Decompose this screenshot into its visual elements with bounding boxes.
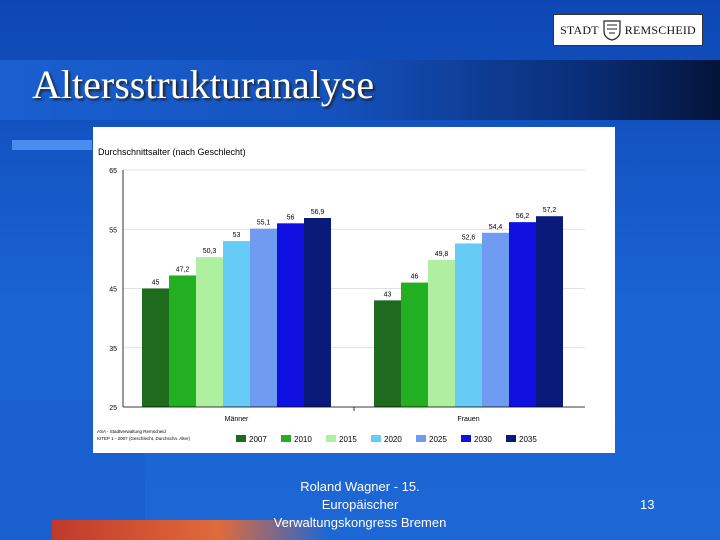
chart-panel: Durchschnittsalter (nach Geschlecht) 25 3… <box>93 127 615 453</box>
bar-value-label: 54,4 <box>489 224 503 231</box>
bar-value-label: 53 <box>233 232 241 239</box>
accent-bar-bottom <box>52 520 330 540</box>
legend-swatch <box>281 435 291 442</box>
bar <box>401 282 428 407</box>
page-number: 13 <box>640 497 655 512</box>
bar <box>304 217 331 407</box>
bar-value-label: 52,6 <box>462 234 476 241</box>
y-tick-label: 45 <box>109 287 117 294</box>
footer-line: Roland Wagner - 15. <box>300 479 420 494</box>
chart-title: Durchschnittsalter (nach Geschlecht) <box>98 147 246 157</box>
legend-swatch <box>506 435 516 442</box>
bar <box>509 222 536 407</box>
y-tick-label: 35 <box>109 346 117 353</box>
y-tick-label: 55 <box>109 227 117 234</box>
bar-value-label: 47,2 <box>176 266 190 273</box>
city-logo: STADT REMSCHEID <box>553 14 703 46</box>
bar <box>482 232 509 407</box>
bar-value-label: 57,2 <box>543 207 557 214</box>
bar-value-label: 55,1 <box>257 220 271 227</box>
legend-swatch <box>371 435 381 442</box>
legend-label: 2010 <box>294 435 312 444</box>
crest-icon <box>601 19 623 41</box>
legend-swatch <box>236 435 246 442</box>
bar <box>428 260 455 407</box>
legend-swatch <box>461 435 471 442</box>
bar-value-label: 56,2 <box>516 213 530 220</box>
legend-label: 2015 <box>339 435 357 444</box>
x-category-label: Frauen <box>457 416 479 423</box>
bar <box>169 275 196 407</box>
bar-value-label: 56,9 <box>311 209 325 216</box>
slide-title: Altersstrukturanalyse <box>32 62 375 107</box>
bar <box>142 288 169 407</box>
bar-value-label: 46 <box>411 274 419 281</box>
logo-text-left: STADT <box>560 22 599 37</box>
bar-value-label: 49,8 <box>435 251 449 258</box>
y-tick-label: 65 <box>109 168 117 175</box>
bar-value-label: 43 <box>384 291 392 298</box>
bar-chart: Durchschnittsalter (nach Geschlecht) 25 3… <box>97 147 585 444</box>
bar <box>196 257 223 407</box>
bar <box>536 216 563 407</box>
source-note: ASA - Stadtverwaltung Remscheid <box>97 429 166 434</box>
bar <box>277 223 304 407</box>
bar <box>455 243 482 407</box>
legend-label: 2035 <box>519 435 537 444</box>
bar-value-label: 45 <box>152 280 160 287</box>
x-category-label: Männer <box>225 416 249 423</box>
legend-label: 2030 <box>474 435 492 444</box>
footer-line: Europäischer <box>321 497 399 512</box>
bar <box>223 241 250 407</box>
logo-text-right: REMSCHEID <box>624 22 696 37</box>
source-note: KITEP 1 - 2007 (Geschlecht, Durchschn. A… <box>97 436 190 441</box>
legend-label: 2007 <box>249 435 267 444</box>
accent-bar-left <box>12 140 92 150</box>
legend-label: 2025 <box>429 435 447 444</box>
y-tick-label: 25 <box>109 405 117 412</box>
bar-value-label: 50,3 <box>203 248 217 255</box>
legend-label: 2020 <box>384 435 402 444</box>
bar <box>374 300 401 407</box>
bar <box>250 228 277 407</box>
footer-line: Verwaltungskongress Bremen <box>273 515 447 530</box>
legend-swatch <box>416 435 426 442</box>
bar-value-label: 56 <box>287 214 295 221</box>
legend-swatch <box>326 435 336 442</box>
title-band <box>0 60 720 120</box>
footer-text: Roland Wagner - 15. Europäischer Verwalt… <box>260 478 460 532</box>
